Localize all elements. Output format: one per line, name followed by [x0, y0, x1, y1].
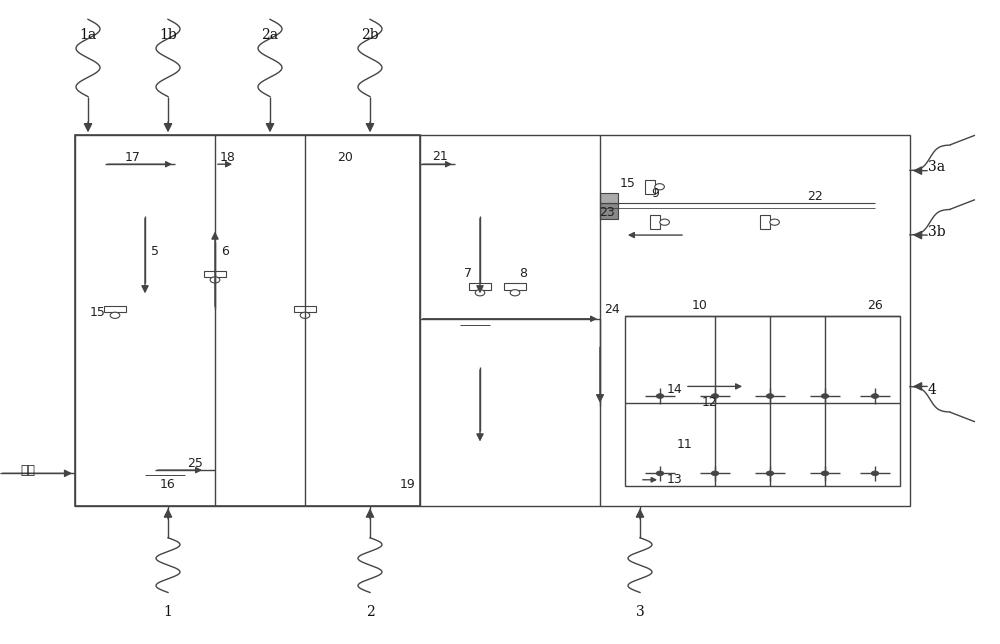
Text: 10: 10 — [692, 299, 708, 312]
Bar — [645, 180, 655, 194]
Bar — [760, 215, 770, 229]
Text: 19: 19 — [400, 478, 416, 491]
Circle shape — [660, 219, 669, 225]
Circle shape — [510, 290, 520, 296]
Text: 25: 25 — [187, 457, 203, 470]
Circle shape — [475, 290, 485, 296]
Text: 进水: 进水 — [20, 464, 36, 477]
Circle shape — [770, 219, 779, 225]
Bar — [294, 306, 316, 312]
Bar — [625, 316, 900, 486]
Text: 21: 21 — [432, 150, 448, 163]
Bar — [600, 203, 618, 219]
Bar — [600, 193, 618, 203]
Circle shape — [871, 393, 879, 399]
Circle shape — [821, 471, 829, 476]
Text: 16: 16 — [160, 478, 176, 491]
Circle shape — [871, 471, 879, 476]
Bar — [504, 283, 526, 290]
Text: 26: 26 — [867, 299, 883, 312]
Text: 15: 15 — [620, 177, 636, 190]
Text: 7: 7 — [464, 267, 472, 280]
Bar — [104, 306, 126, 312]
Circle shape — [711, 471, 719, 476]
Circle shape — [655, 184, 664, 190]
Bar — [75, 135, 910, 506]
Circle shape — [656, 393, 664, 399]
Text: 1: 1 — [164, 605, 172, 619]
Circle shape — [300, 312, 310, 318]
Text: 20: 20 — [337, 151, 353, 164]
Text: 3b: 3b — [928, 225, 946, 239]
Text: 24: 24 — [604, 303, 620, 316]
Bar — [204, 270, 226, 277]
Text: 4: 4 — [928, 383, 937, 397]
Text: 1b: 1b — [159, 28, 177, 43]
Text: 1a: 1a — [79, 28, 97, 43]
Circle shape — [821, 393, 829, 399]
Text: 11: 11 — [677, 438, 693, 451]
Text: 8: 8 — [519, 267, 527, 280]
Text: 17: 17 — [125, 151, 141, 164]
Text: 2b: 2b — [361, 28, 379, 43]
Text: 2a: 2a — [261, 28, 279, 43]
Bar — [469, 283, 491, 290]
Text: 3a: 3a — [928, 160, 945, 175]
Bar — [75, 135, 420, 506]
Text: 2: 2 — [366, 605, 374, 619]
Text: 3: 3 — [636, 605, 644, 619]
Text: 14: 14 — [667, 383, 683, 396]
Circle shape — [210, 277, 220, 283]
Text: 22: 22 — [807, 190, 823, 203]
Circle shape — [110, 312, 120, 318]
Text: 12: 12 — [702, 396, 718, 409]
Circle shape — [766, 393, 774, 399]
Text: 9: 9 — [651, 187, 659, 200]
Circle shape — [656, 471, 664, 476]
Circle shape — [711, 393, 719, 399]
Text: 23: 23 — [599, 206, 615, 219]
Text: 15: 15 — [90, 306, 106, 319]
Circle shape — [766, 471, 774, 476]
Bar — [650, 215, 660, 229]
Text: 13: 13 — [667, 473, 683, 486]
Text: 18: 18 — [220, 151, 236, 164]
Text: 6: 6 — [221, 245, 229, 258]
Text: 5: 5 — [151, 245, 159, 258]
